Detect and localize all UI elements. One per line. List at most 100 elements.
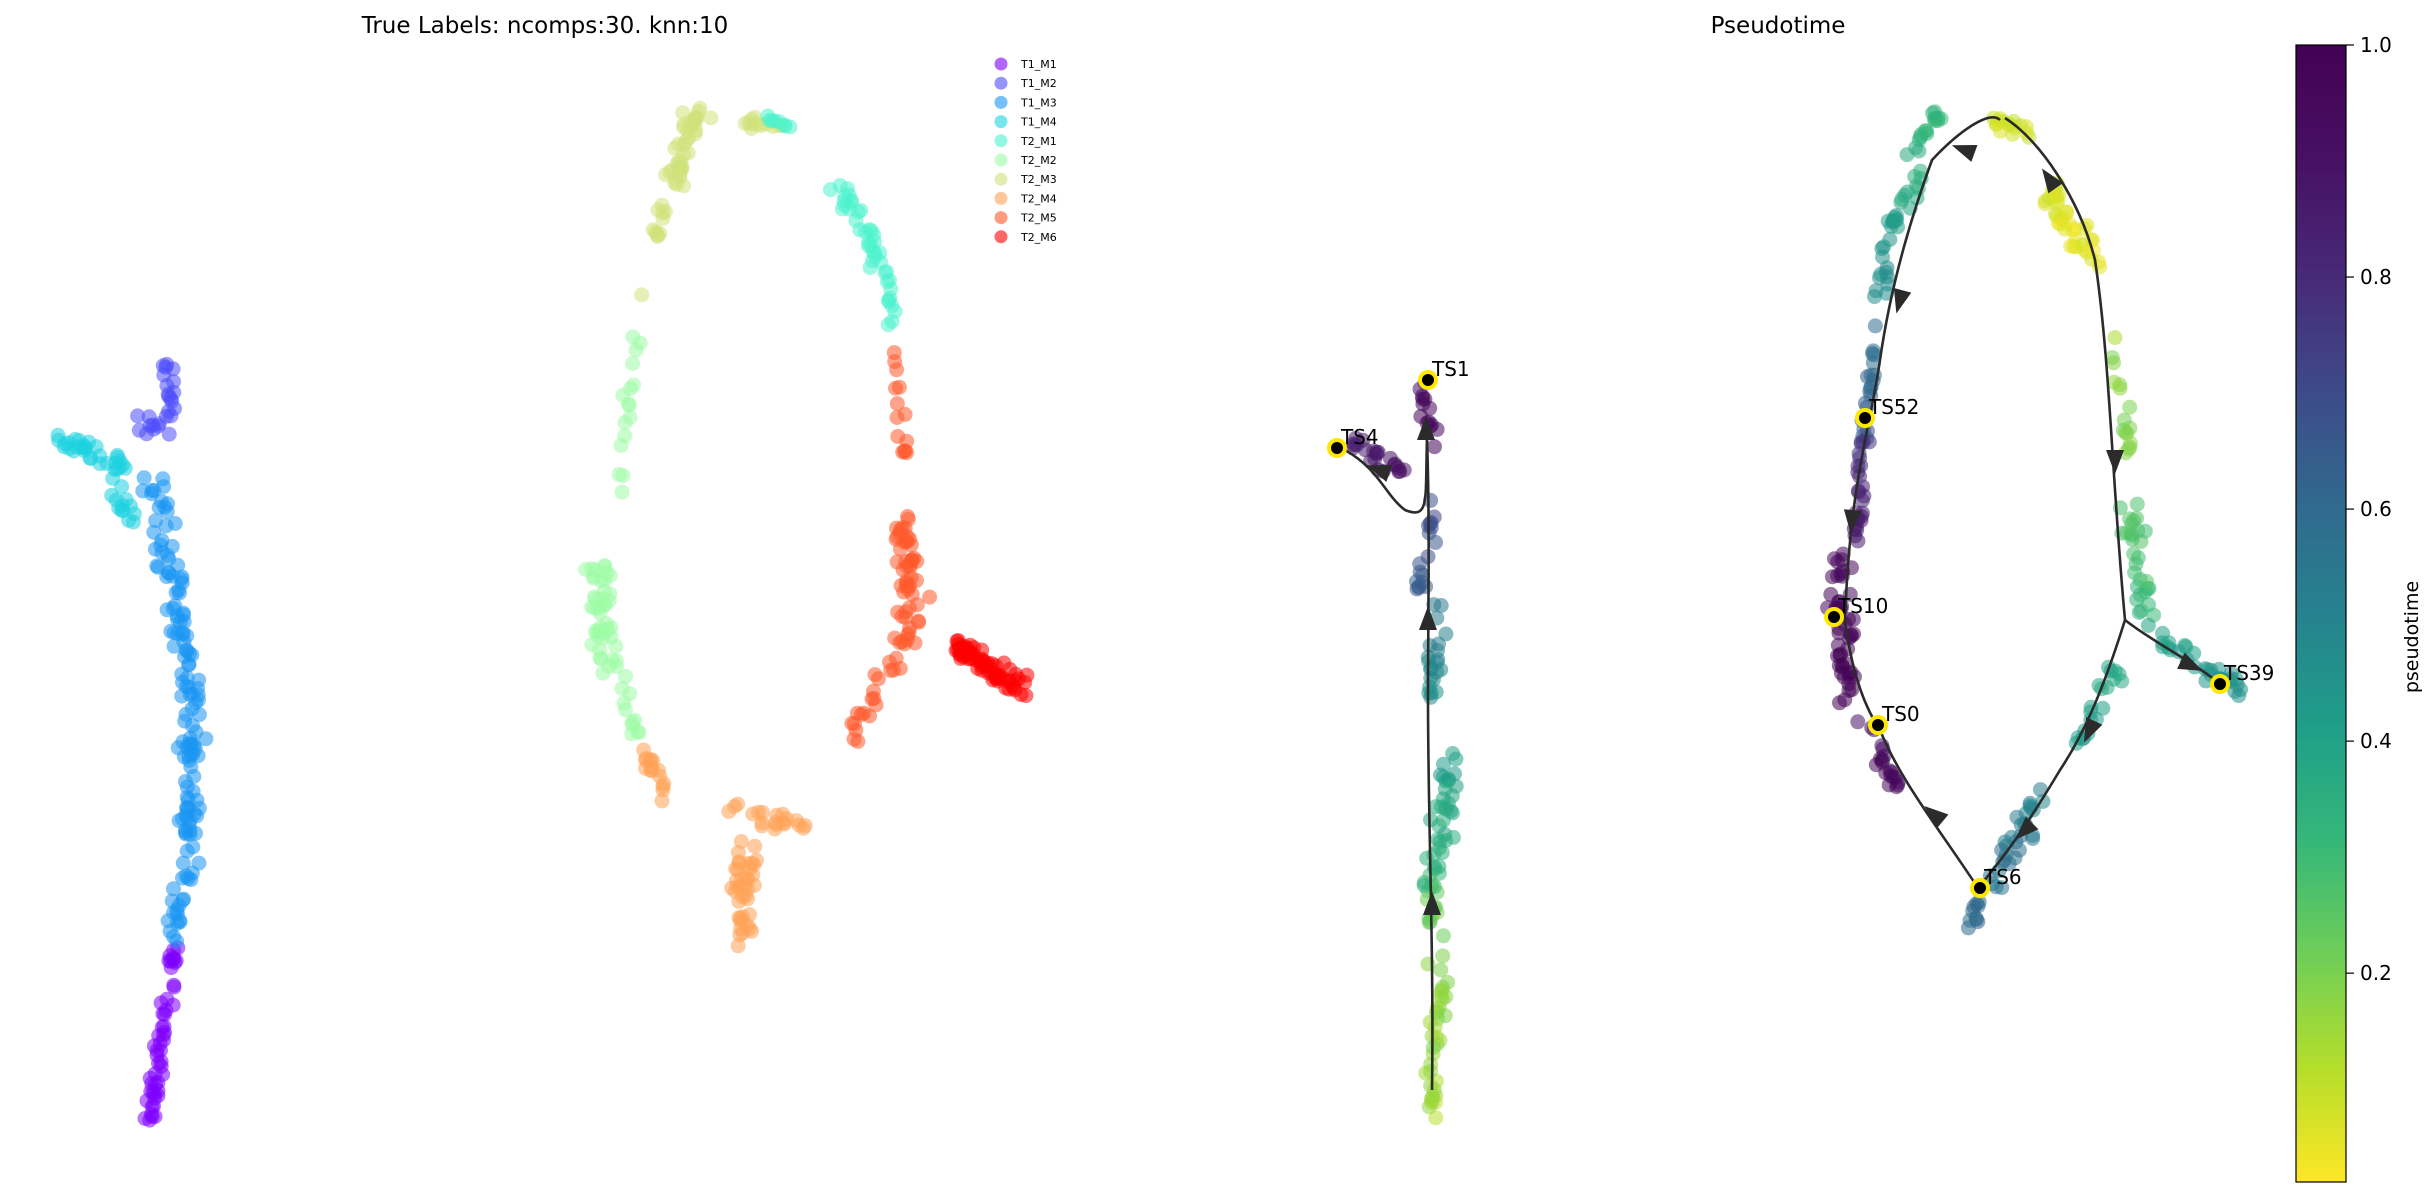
- data-point: [650, 202, 666, 218]
- data-point: [1433, 962, 1449, 978]
- data-point: [155, 471, 171, 487]
- data-point: [1013, 687, 1029, 702]
- legend-marker: [994, 95, 1008, 109]
- legend-marker: [994, 153, 1008, 167]
- data-point: [850, 733, 866, 749]
- trajectory-line: [1977, 619, 2127, 889]
- data-point: [850, 204, 866, 220]
- data-point: [146, 524, 162, 540]
- data-point: [172, 913, 188, 929]
- data-point: [1881, 777, 1897, 793]
- data-point: [2122, 511, 2137, 527]
- arrow-head: [1924, 806, 1949, 829]
- data-point: [1865, 355, 1881, 371]
- data-point: [2007, 120, 2023, 136]
- data-point: [166, 881, 181, 897]
- data-point: [879, 274, 895, 290]
- data-point: [949, 633, 965, 649]
- data-point: [898, 610, 914, 626]
- data-point: [1824, 569, 1840, 585]
- legend-marker: [994, 115, 1008, 129]
- data-point: [142, 1070, 158, 1086]
- data-point: [890, 429, 906, 444]
- legend-label: T2_M2: [1020, 154, 1057, 167]
- data-point: [1428, 1110, 1444, 1126]
- data-point: [1382, 450, 1398, 466]
- data-point: [2122, 399, 2138, 415]
- data-point: [157, 1024, 172, 1040]
- data-point: [2129, 496, 2145, 512]
- data-point: [1992, 123, 2008, 139]
- colorbar-ticks: 0.2 0.4 0.6 0.8 1.0: [2346, 33, 2392, 985]
- arrow-head: [1419, 606, 1437, 630]
- legend-label: T2_M4: [1020, 192, 1057, 205]
- data-point: [2127, 565, 2143, 581]
- data-point: [166, 979, 182, 995]
- colorbar-gradient: [2295, 44, 2347, 1183]
- legend-label: T2_M5: [1020, 212, 1057, 225]
- data-point: [1448, 751, 1464, 767]
- data-point: [181, 657, 197, 673]
- data-point: [625, 356, 641, 371]
- data-point: [160, 404, 176, 419]
- data-point: [656, 776, 672, 792]
- data-point: [1823, 586, 1839, 602]
- legend-label: T1_M3: [1020, 96, 1057, 109]
- data-point: [681, 130, 697, 146]
- data-point: [176, 749, 192, 765]
- data-point: [1445, 829, 1461, 845]
- data-point: [627, 712, 643, 728]
- data-point: [1423, 520, 1439, 535]
- arrow-head: [2106, 450, 2124, 474]
- data-point: [1409, 581, 1425, 597]
- data-point: [1392, 463, 1408, 479]
- data-point: [2137, 523, 2153, 539]
- data-point: [164, 893, 180, 909]
- colorbar-tick-label: 1.0: [2360, 33, 2392, 57]
- data-point: [731, 894, 747, 909]
- true-labels-points: [50, 100, 1035, 1128]
- terminal-label: TS39: [2223, 661, 2274, 685]
- data-point: [654, 793, 670, 809]
- data-point: [181, 800, 197, 816]
- data-point: [611, 466, 627, 482]
- data-point: [2095, 700, 2111, 716]
- data-point: [650, 228, 666, 244]
- data-point: [184, 736, 200, 752]
- arrow-head: [1423, 891, 1441, 915]
- true-labels-panel: True Labels: ncomps:30. knn:10 T1_M1T1_M…: [50, 13, 1057, 1128]
- data-point: [703, 110, 719, 126]
- data-point: [2116, 412, 2132, 428]
- data-point: [165, 361, 181, 377]
- data-point: [136, 470, 152, 486]
- data-point: [105, 471, 121, 486]
- data-point: [198, 731, 214, 747]
- pseudotime-panel: Pseudotime TS1 TS4 TS52 TS10 TS0 TS39 TS6: [1327, 13, 2274, 1126]
- data-point: [1833, 646, 1848, 662]
- data-point: [2047, 206, 2063, 221]
- data-point: [996, 655, 1012, 671]
- data-point: [730, 796, 746, 812]
- data-point: [2107, 330, 2123, 346]
- trajectory-line: [1425, 439, 1434, 1091]
- data-point: [731, 855, 747, 871]
- data-point: [754, 818, 770, 834]
- legend-label: T2_M3: [1020, 173, 1057, 186]
- data-point: [51, 432, 66, 448]
- terminal-label: TS4: [1340, 425, 1379, 449]
- data-point: [636, 742, 652, 758]
- arrow-head: [2041, 168, 2064, 194]
- legend-marker: [994, 172, 1008, 186]
- colorbar-tick-label: 0.4: [2360, 729, 2392, 753]
- colorbar: 0.2 0.4 0.6 0.8 1.0 pseudotime: [2295, 33, 2423, 1183]
- data-point: [651, 762, 667, 778]
- data-point: [144, 1099, 160, 1115]
- arrow-head: [1893, 288, 1912, 314]
- terminal-marker: [1855, 408, 1875, 428]
- data-point: [909, 597, 925, 613]
- data-point: [176, 891, 192, 907]
- data-point: [188, 825, 203, 841]
- data-point: [165, 997, 181, 1013]
- data-point: [1430, 831, 1446, 847]
- data-point: [2106, 374, 2122, 390]
